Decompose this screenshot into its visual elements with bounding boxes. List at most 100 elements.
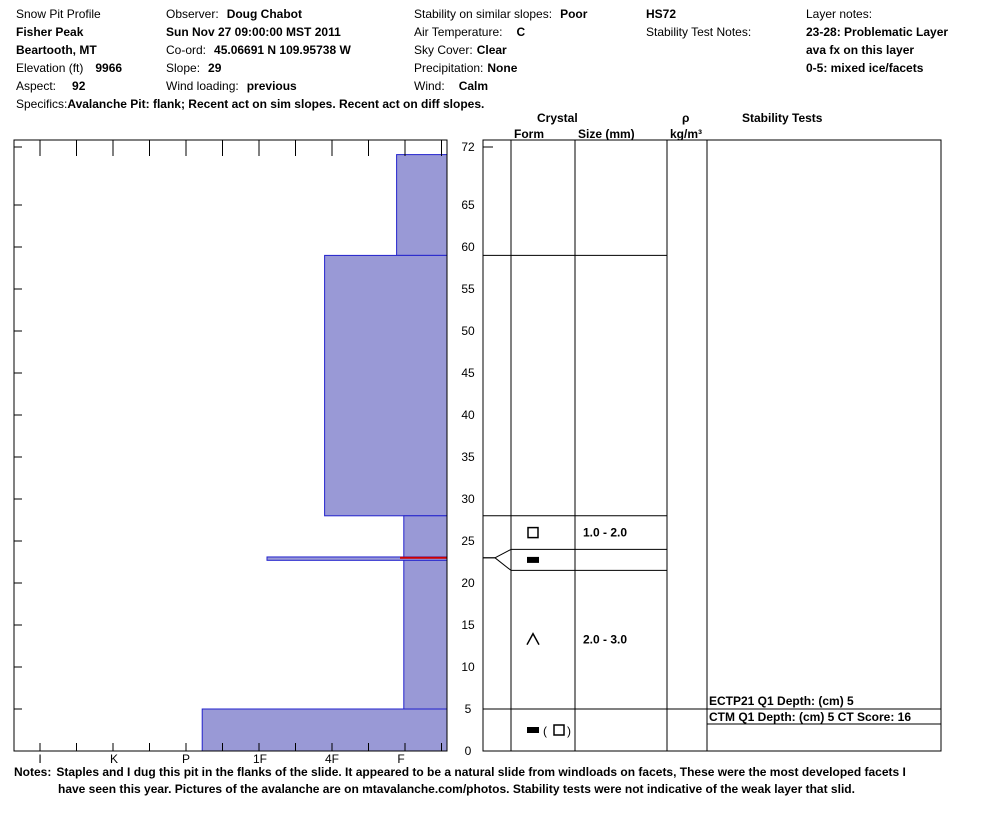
stability-similar: Stability on similar slopes: Poor — [414, 7, 587, 21]
observer-value: Doug Chabot — [226, 7, 303, 21]
elevation-label: Elevation (ft) — [16, 61, 84, 75]
aspect-value: 92 — [72, 79, 86, 93]
sky-cover: Sky Cover: Clear — [414, 43, 507, 57]
notes-label: Notes: — [14, 765, 52, 779]
layer-table-frame — [482, 139, 942, 752]
elevation: Elevation (ft) 9966 — [16, 61, 122, 75]
elevation-value: 9966 — [95, 61, 123, 75]
hardness-tick-label: 4F — [325, 752, 339, 766]
region: Beartooth, MT — [16, 43, 97, 57]
layer-notes-label: Layer notes: — [806, 7, 873, 21]
notes-line-1: Staples and I dug this pit in the flanks… — [56, 765, 906, 779]
wind: Wind: Calm — [414, 79, 488, 93]
density-symbol: ρ — [682, 111, 690, 125]
hardness-bar — [324, 254, 448, 517]
hardness-tick-label: K — [110, 752, 118, 766]
coord-value: 45.06691 N 109.95738 W — [214, 43, 351, 57]
hardness-bar — [403, 515, 448, 710]
open-paren-icon: ( — [543, 724, 547, 738]
datetime: Sun Nov 27 09:00:00 MST 2011 — [166, 25, 341, 39]
sky-value: Clear — [476, 43, 507, 57]
wind-label: Wind: — [414, 79, 445, 93]
layer-note: ava fx on this layer — [806, 43, 915, 57]
height-tick-label: 45 — [461, 366, 475, 380]
crystal-size-value: 2.0 - 3.0 — [583, 633, 627, 647]
depth-hoar-icon — [526, 632, 540, 646]
air-temperature: Air Temperature: C — [414, 25, 525, 39]
stability-label: Stability on similar slopes: — [414, 7, 553, 21]
layer-note: 0-5: mixed ice/facets — [806, 61, 924, 75]
coordinates: Co-ord: 45.06691 N 109.95738 W — [166, 43, 351, 57]
height-tick-label: 35 — [461, 450, 475, 464]
boundary-connector — [494, 557, 512, 571]
aspect: Aspect: 92 — [16, 79, 85, 93]
specifics: Specifics:Avalanche Pit: flank; Recent a… — [16, 97, 484, 111]
hardness-profile — [201, 154, 448, 752]
hardness-bar — [396, 154, 448, 256]
height-tick-label: 15 — [461, 618, 475, 632]
density-unit: kg/m³ — [670, 127, 703, 141]
height-tick-label: 0 — [465, 744, 472, 758]
slope-value: 29 — [208, 61, 222, 75]
height-tick-label: 55 — [461, 282, 475, 296]
crystal-header: Crystal — [537, 111, 578, 125]
form-header: Form — [514, 127, 544, 141]
layer-table — [482, 139, 942, 752]
height-tick-label: 50 — [461, 324, 475, 338]
stability-tests-header: Stability Tests — [742, 111, 823, 125]
sky-label: Sky Cover: — [414, 43, 473, 57]
height-tick-label: 40 — [461, 408, 475, 422]
observer: Observer: Doug Chabot — [166, 7, 302, 21]
specifics-label: Specifics: — [16, 97, 68, 111]
slope-label: Slope: — [166, 61, 201, 75]
observer-label: Observer: — [166, 7, 219, 21]
height-tick-label: 10 — [461, 660, 475, 674]
close-paren-icon: ) — [567, 724, 571, 738]
slope: Slope: 29 — [166, 61, 221, 75]
precip-value: None — [487, 61, 518, 75]
height-tick-label: 60 — [461, 240, 475, 254]
location: Fisher Peak — [16, 25, 84, 39]
layer-note: 23-28: Problematic Layer — [806, 25, 949, 39]
crystal-sizes: 1.0 - 2.0 2.0 - 3.0 — [583, 526, 627, 647]
air-temp-value: C — [516, 25, 526, 39]
hardness-axis: I K P 1F 4F F — [38, 140, 442, 766]
height-tick-label: 25 — [461, 534, 475, 548]
notes-line-2: have seen this year. Pictures of the ava… — [58, 782, 855, 796]
height-tick-label: 30 — [461, 492, 475, 506]
precip-label: Precipitation: — [414, 61, 484, 75]
hardness-tick-label: I — [38, 752, 41, 766]
hardness-bar — [201, 708, 448, 752]
stability-test-results: ECTP21 Q1 Depth: (cm) 5 CTM Q1 Depth: (cm… — [707, 694, 941, 725]
stability-test-result: CTM Q1 Depth: (cm) 5 CT Score: 16 — [709, 710, 911, 724]
stability-value: Poor — [560, 7, 588, 21]
wind-loading-value: previous — [246, 79, 297, 93]
aspect-label: Aspect: — [16, 79, 57, 93]
ice-layer-icon — [527, 556, 539, 563]
faceted-crystal-icon — [527, 526, 539, 539]
stability-test-notes-label: Stability Test Notes: — [646, 25, 752, 39]
hardness-tick-label: 1F — [253, 752, 267, 766]
notes: Notes: Staples and I dug this pit in the … — [14, 765, 906, 779]
height-tick-label: 20 — [461, 576, 475, 590]
height-tick-label: 65 — [461, 198, 475, 212]
boundary-connector — [494, 548, 512, 559]
height-tick-label: 72 — [461, 140, 475, 154]
air-temp-label: Air Temperature: — [414, 25, 503, 39]
hardness-tick-label: F — [397, 752, 404, 766]
title: Snow Pit Profile — [16, 7, 101, 21]
wind-value: Calm — [458, 79, 489, 93]
height-tick-label: 5 — [465, 702, 472, 716]
faceted-crystal-icon — [553, 724, 565, 736]
wind-loading-label: Wind loading: — [166, 79, 239, 93]
ice-layer-icon — [527, 727, 539, 733]
height-axis: 0 5 10 15 20 25 30 35 40 45 50 55 60 65 72 — [14, 140, 475, 758]
coord-label: Co-ord: — [166, 43, 207, 57]
precipitation: Precipitation: None — [414, 61, 517, 75]
hardness-tick-label: P — [182, 752, 190, 766]
crystal-forms: () — [526, 526, 571, 738]
crystal-size-value: 1.0 - 2.0 — [583, 526, 627, 540]
hardness-plot-frame — [13, 139, 448, 752]
layer-boundaries — [483, 254, 941, 710]
